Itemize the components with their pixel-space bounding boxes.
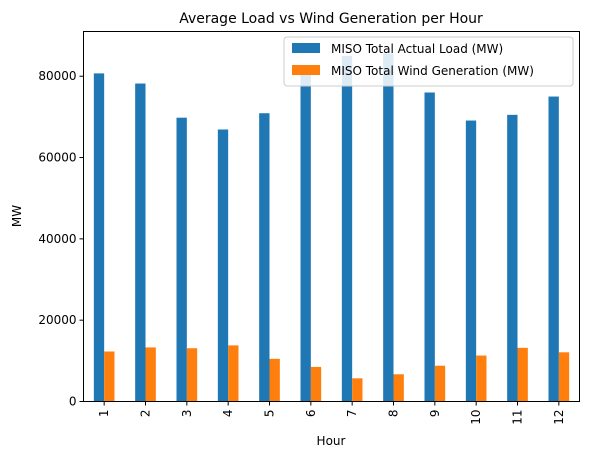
- bar-load-2: [135, 83, 146, 402]
- bar-wind-4: [228, 345, 239, 402]
- plot-frame: [83, 31, 580, 402]
- bar-wind-8: [393, 374, 404, 402]
- x-tick-label: 8: [387, 410, 401, 418]
- bar-load-9: [424, 92, 435, 402]
- x-tick-label: 7: [345, 410, 359, 418]
- y-tick-label: 60000: [38, 151, 76, 165]
- x-tick-label: 6: [304, 410, 318, 418]
- bar-load-11: [507, 114, 518, 402]
- bar-load-1: [93, 73, 105, 402]
- bar-wind-11: [517, 347, 528, 402]
- bar-wind-10: [476, 355, 487, 402]
- bar-load-7: [341, 55, 353, 402]
- x-axis: 1 2 3 4 5 6 7 8 9 10 11 12: [97, 401, 566, 425]
- bar-load-8: [383, 53, 394, 402]
- x-tick-label: 11: [511, 410, 525, 425]
- bar-load-5: [259, 113, 270, 402]
- bar-wind-7: [352, 378, 363, 402]
- legend-label-load: MISO Total Actual Load (MW): [331, 42, 503, 56]
- x-axis-label: Hour: [317, 434, 346, 448]
- x-tick-label: 1: [97, 410, 111, 418]
- chart-title: Average Load vs Wind Generation per Hour: [179, 11, 483, 27]
- x-tick-label: 4: [221, 410, 235, 418]
- bar-wind-12: [558, 352, 570, 402]
- bar-wind-9: [434, 365, 446, 402]
- legend-label-wind: MISO Total Wind Generation (MW): [331, 64, 534, 78]
- x-tick-label: 3: [180, 410, 194, 418]
- legend-box: [283, 36, 574, 87]
- bar-wind-5: [269, 358, 280, 402]
- y-tick-label: 20000: [38, 313, 76, 327]
- x-tick-label: 12: [552, 410, 566, 425]
- x-tick-label: 10: [469, 410, 483, 425]
- y-tick-label: 80000: [38, 69, 76, 83]
- bar-wind-3: [186, 348, 198, 402]
- legend-swatch-load: [292, 43, 320, 53]
- y-axis: 0 20000 40000 60000 80000: [38, 69, 84, 409]
- legend-swatch-wind: [292, 65, 320, 75]
- y-axis-label: MW: [10, 205, 24, 227]
- bar-wind-2: [145, 347, 156, 402]
- bar-load-6: [300, 65, 311, 402]
- bar-load-12: [548, 96, 559, 402]
- x-tick-label: 5: [263, 410, 277, 418]
- y-tick-label: 0: [69, 395, 77, 409]
- x-tick-label: 9: [428, 410, 442, 418]
- bar-load-3: [176, 117, 187, 402]
- bar-load-10: [465, 120, 477, 402]
- bar-wind-1: [104, 351, 115, 402]
- bar-load-4: [217, 129, 229, 402]
- bar-wind-6: [310, 366, 322, 402]
- x-tick-label: 2: [139, 410, 153, 418]
- bars-group: [93, 53, 570, 402]
- y-tick-label: 40000: [38, 232, 76, 246]
- legend: MISO Total Actual Load (MW) MISO Total Wi…: [283, 36, 574, 87]
